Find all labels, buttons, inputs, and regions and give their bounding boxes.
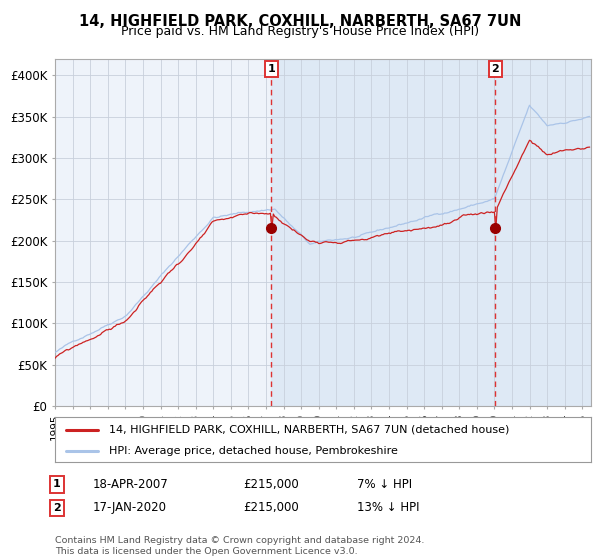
Text: 17-JAN-2020: 17-JAN-2020 [93,501,167,515]
Text: Price paid vs. HM Land Registry's House Price Index (HPI): Price paid vs. HM Land Registry's House … [121,25,479,38]
Text: Contains HM Land Registry data © Crown copyright and database right 2024.
This d: Contains HM Land Registry data © Crown c… [55,536,425,556]
Text: 2: 2 [53,503,61,513]
Bar [271,59,591,406]
Text: 14, HIGHFIELD PARK, COXHILL, NARBERTH, SA67 7UN (detached house): 14, HIGHFIELD PARK, COXHILL, NARBERTH, S… [109,424,509,435]
Text: 13% ↓ HPI: 13% ↓ HPI [357,501,419,515]
Text: 7% ↓ HPI: 7% ↓ HPI [357,478,412,491]
Text: £215,000: £215,000 [243,478,299,491]
Text: 18-APR-2007: 18-APR-2007 [93,478,169,491]
Text: HPI: Average price, detached house, Pembrokeshire: HPI: Average price, detached house, Pemb… [109,446,398,456]
Text: 1: 1 [53,479,61,489]
Text: 14, HIGHFIELD PARK, COXHILL, NARBERTH, SA67 7UN: 14, HIGHFIELD PARK, COXHILL, NARBERTH, S… [79,14,521,29]
Text: 2: 2 [491,64,499,74]
Text: £215,000: £215,000 [243,501,299,515]
Text: 1: 1 [268,64,275,74]
